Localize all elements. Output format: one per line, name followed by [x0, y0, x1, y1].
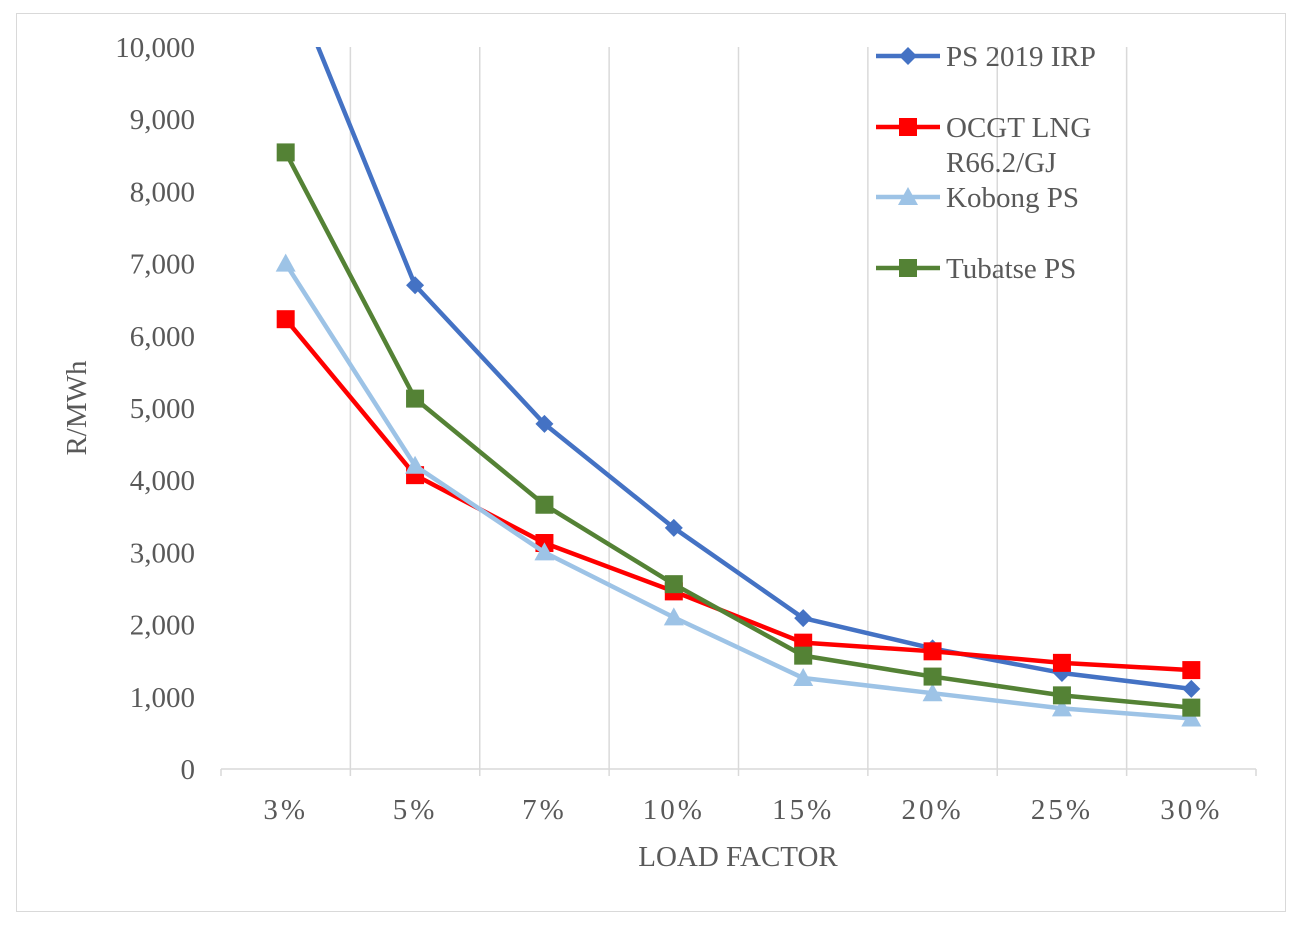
data-point — [405, 455, 426, 474]
y-tick-label: 0 — [181, 754, 196, 786]
y-tick-label: 10,000 — [115, 32, 195, 64]
data-point — [1181, 708, 1202, 727]
series-layer — [275, 47, 1202, 727]
data-point — [922, 683, 943, 702]
x-tick-label: 3% — [263, 794, 308, 826]
y-tick-labels: 0 1,000 2,000 3,000 4,000 5,000 6,000 7,000 8,00… — [115, 32, 195, 786]
data-point — [276, 143, 295, 162]
y-tick-label: 4,000 — [130, 465, 195, 497]
y-tick-label: 1,000 — [130, 682, 195, 714]
series-line — [283, 317, 1192, 673]
y-tick-label: 2,000 — [130, 610, 195, 642]
gridlines — [349, 47, 1128, 769]
y-tick-label: 5,000 — [130, 393, 195, 425]
data-point — [923, 642, 942, 661]
legend-entry-2: Kobong PS — [876, 182, 1079, 214]
x-tick-label: 7% — [522, 794, 567, 826]
data-point — [1182, 679, 1201, 698]
legend-marker — [898, 187, 918, 205]
y-tick-label: 9,000 — [130, 104, 195, 136]
legend-label: PS 2019 IRP — [946, 41, 1096, 73]
data-point — [663, 607, 684, 626]
data-point — [406, 389, 425, 408]
data-point — [923, 667, 942, 686]
x-tick-label: 10% — [643, 794, 705, 826]
series-3 — [276, 143, 1201, 717]
data-point — [664, 518, 683, 537]
data-point — [1182, 661, 1201, 680]
data-point — [1052, 686, 1071, 705]
data-point — [664, 575, 683, 594]
legend-label: R66.2/GJ — [946, 147, 1056, 179]
y-tick-label: 7,000 — [130, 249, 195, 281]
axes — [220, 768, 1257, 776]
series-line — [283, 262, 1192, 721]
legend-label: Kobong PS — [946, 182, 1079, 214]
series-0 — [315, 47, 1201, 698]
x-tick-label: 30% — [1160, 794, 1222, 826]
x-tick-labels: 3% 5% 7% 10% 15% 20% 25% 30% — [263, 794, 1222, 826]
legend-marker — [899, 47, 917, 65]
data-point — [534, 542, 555, 561]
x-axis-title: LOAD FACTOR — [638, 841, 838, 873]
series-line — [283, 151, 1192, 710]
data-point — [1182, 698, 1201, 717]
legend-entry-0: PS 2019 IRP — [876, 41, 1096, 73]
x-tick-label: 25% — [1031, 794, 1093, 826]
data-point — [1051, 698, 1072, 717]
series-2 — [275, 253, 1202, 727]
legend-marker — [899, 259, 917, 277]
data-point — [793, 668, 814, 687]
data-point — [794, 646, 813, 665]
data-point — [535, 495, 554, 514]
x-tick-label: 20% — [901, 794, 963, 826]
legend-marker — [899, 118, 917, 136]
legend-label: Tubatse PS — [946, 253, 1076, 285]
legend-label: OCGT LNG — [946, 112, 1091, 144]
legend-entry-3: Tubatse PS — [876, 253, 1076, 285]
data-point — [794, 609, 813, 628]
data-point — [406, 276, 425, 295]
y-tick-label: 6,000 — [130, 321, 195, 353]
data-point — [1052, 653, 1071, 672]
y-tick-label: 8,000 — [130, 176, 195, 208]
x-tick-label: 5% — [393, 794, 438, 826]
data-point — [276, 310, 295, 329]
x-tick-label: 15% — [772, 794, 834, 826]
data-point — [535, 414, 554, 433]
y-tick-label: 3,000 — [130, 537, 195, 569]
chart-frame — [16, 13, 1286, 912]
series-line — [315, 47, 1192, 692]
data-point — [275, 253, 296, 272]
y-axis-title: R/MWh — [61, 360, 93, 456]
